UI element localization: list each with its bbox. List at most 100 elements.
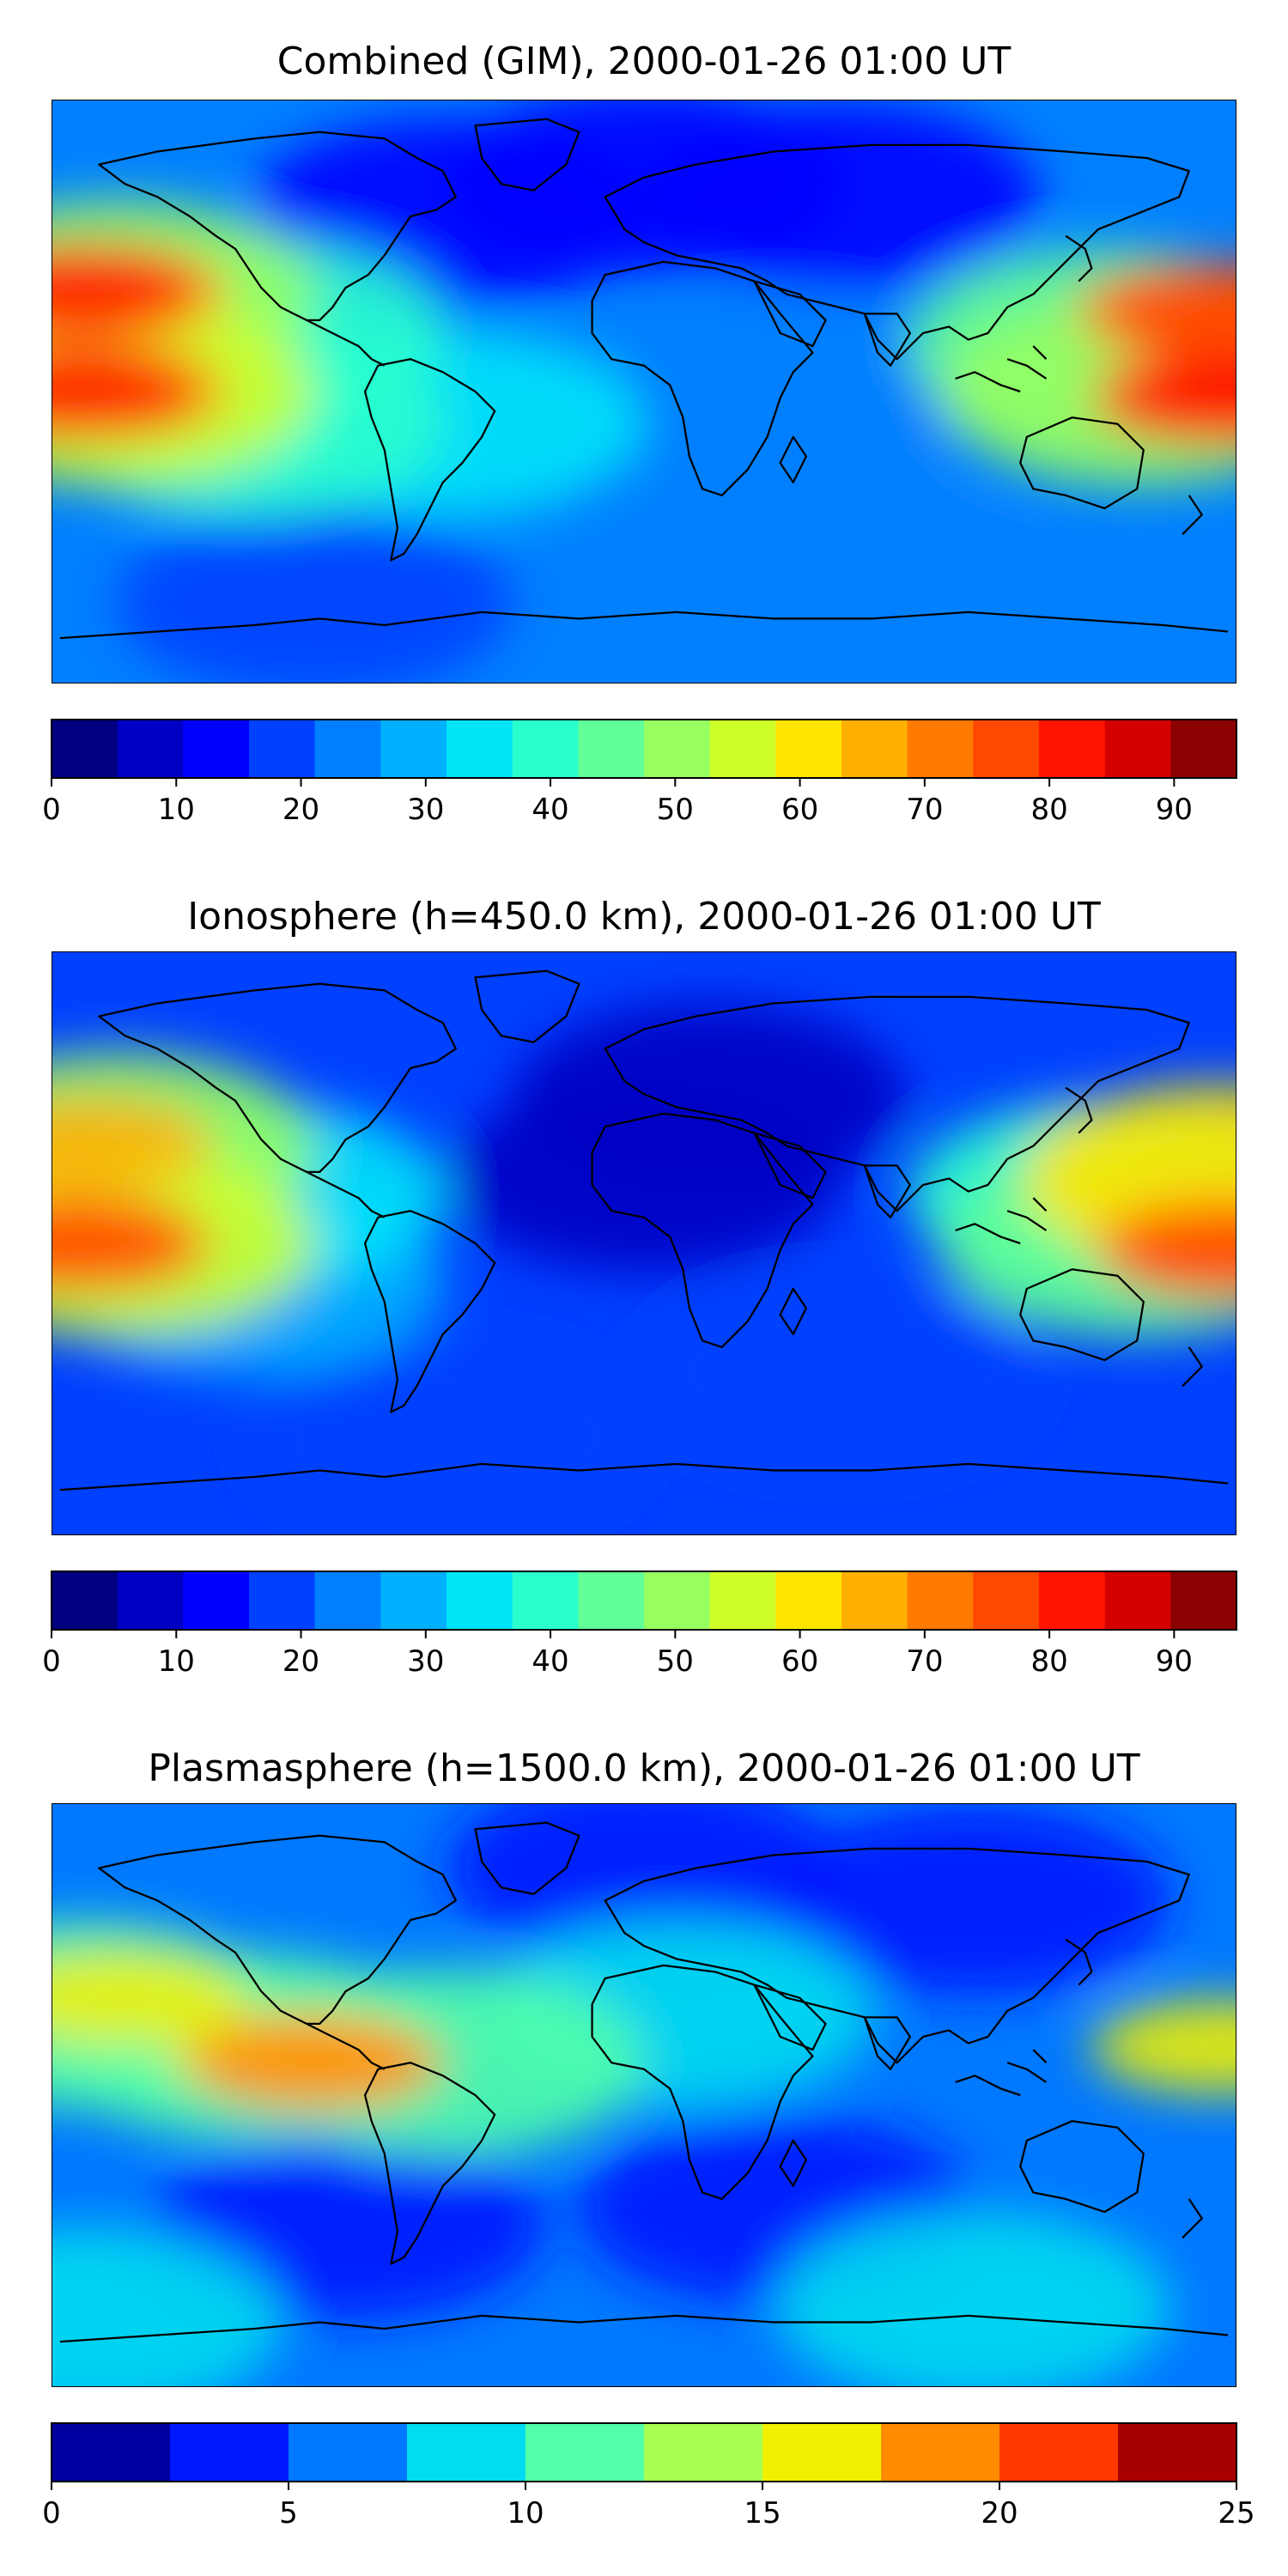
colorbar-tick-label: 25: [1218, 2496, 1255, 2530]
colorbar-tick-label: 40: [532, 1644, 568, 1679]
colorbar-segment: [1170, 720, 1237, 778]
colorbar-segment: [1039, 720, 1106, 778]
colorbar-segment: [117, 720, 184, 778]
field-blob: [249, 1343, 644, 1533]
colorbar-segment: [512, 720, 579, 778]
colorbar-tick-label: 50: [657, 793, 694, 827]
colorbar-tick-label: 10: [158, 793, 195, 827]
field-blob: [775, 2211, 1171, 2387]
colorbar-segment: [52, 2423, 171, 2482]
colorbar-segment: [183, 720, 250, 778]
panel-3-colorbar: 0 5 10 15 20 25: [42, 2422, 1255, 2530]
colorbar-segment: [907, 720, 974, 778]
colorbar-segment: [314, 720, 381, 778]
colorbar-segment: [999, 2423, 1119, 2482]
colorbar-segment: [775, 1571, 842, 1630]
colorbar-frame: [51, 2422, 1237, 2482]
panel-3-map: [52, 1803, 1236, 2387]
colorbar-segment: [775, 720, 842, 778]
colorbar-tick-label: 90: [1156, 1644, 1193, 1679]
colorbar-segment: [447, 720, 513, 778]
colorbar-segment: [1104, 720, 1171, 778]
colorbar-tick-label: 90: [1156, 793, 1193, 827]
colorbar-segment: [644, 720, 711, 778]
panel-2-map: [52, 951, 1236, 1535]
colorbar-segment: [907, 1571, 974, 1630]
colorbar-tick-label: 5: [279, 2496, 298, 2530]
panel-2-colorbar: 0 10 20 30 40 50 60 70 80 90: [42, 1571, 1237, 1679]
colorbar-tick-label: 0: [42, 2496, 61, 2530]
colorbar-segment: [117, 1571, 184, 1630]
panel-1-map: [52, 100, 1236, 683]
colorbar-tick-label: 15: [744, 2496, 781, 2530]
panel-1: Combined (GIM), 2000-01-26 01:00 UT 0 10 2…: [42, 39, 1237, 827]
colorbar-frame: [51, 1571, 1237, 1631]
colorbar-segment: [709, 720, 776, 778]
field-blob: [644, 1279, 1039, 1468]
colorbar-segment: [512, 1571, 579, 1630]
colorbar-tick-label: 80: [1030, 793, 1067, 827]
colorbar-frame: [51, 719, 1237, 779]
colorbar-segment: [289, 2423, 408, 2482]
panel-3-title: Plasmasphere (h=1500.0 km), 2000-01-26 0…: [148, 1747, 1139, 1790]
field-blob: [185, 2015, 444, 2111]
colorbar-segment: [644, 1571, 711, 1630]
colorbar-segment: [644, 2423, 763, 2482]
colorbar-segment: [1170, 1571, 1237, 1630]
field-blob: [644, 491, 1039, 681]
colorbar-segment: [52, 1571, 118, 1630]
field-blob: [1097, 263, 1236, 358]
colorbar-tick-label: 20: [283, 793, 319, 827]
colorbar-segment: [709, 1571, 776, 1630]
colorbar-tick-label: 20: [283, 1644, 319, 1679]
colorbar-tick-label: 80: [1030, 1644, 1067, 1679]
colorbar-segment: [578, 720, 645, 778]
field-blob: [775, 1806, 1171, 1996]
colorbar-tick-label: 0: [42, 793, 61, 827]
colorbar-tick-label: 60: [781, 1644, 818, 1679]
colorbar-segment: [881, 2423, 1000, 2482]
colorbar-segment: [526, 2423, 645, 2482]
colorbar-segment: [249, 1571, 316, 1630]
colorbar-segment: [249, 720, 316, 778]
colorbar-tick-label: 70: [906, 793, 943, 827]
field-blob: [1101, 350, 1236, 446]
colorbar-segment: [380, 1571, 447, 1630]
colorbar-segment: [170, 2423, 289, 2482]
colorbar-segment: [973, 720, 1040, 778]
colorbar-tick-label: 50: [657, 1644, 694, 1679]
colorbar-tick-label: 30: [407, 793, 444, 827]
panel-2: Ionosphere (h=450.0 km), 2000-01-26 01:0…: [42, 895, 1237, 1679]
field-blob: [52, 344, 207, 439]
panel-1-colorbar: 0 10 20 30 40 50 60 70 80 90: [42, 719, 1237, 827]
field-blob: [52, 1950, 246, 2045]
colorbar-segment: [314, 1571, 381, 1630]
field-blob: [1101, 1206, 1236, 1301]
field-blob: [52, 1196, 204, 1291]
panel-2-title: Ionosphere (h=450.0 km), 2000-01-26 01:0…: [187, 895, 1101, 939]
colorbar-segment: [578, 1571, 645, 1630]
field-blob: [447, 1803, 841, 1963]
colorbar-segment: [380, 720, 447, 778]
field-blob: [52, 1095, 214, 1190]
colorbar-tick-label: 0: [42, 1644, 61, 1679]
colorbar-segment: [1039, 1571, 1106, 1630]
panel-1-title: Combined (GIM), 2000-01-26 01:00 UT: [277, 39, 1012, 83]
colorbar-segment: [762, 2423, 882, 2482]
field-blob: [644, 102, 1039, 292]
colorbar-tick-label: 70: [906, 1644, 943, 1679]
colorbar-segment: [407, 2423, 526, 2482]
colorbar-tick-label: 10: [507, 2496, 544, 2530]
colorbar-segment: [973, 1571, 1040, 1630]
colorbar-tick-label: 10: [158, 1644, 195, 1679]
colorbar-tick-label: 40: [532, 793, 568, 827]
colorbar-tick-label: 60: [781, 793, 818, 827]
panel-3: Plasmasphere (h=1500.0 km), 2000-01-26 0…: [42, 1747, 1255, 2530]
panel-1-field: [52, 100, 1236, 683]
colorbar-segment: [1118, 2423, 1237, 2482]
colorbar-tick-label: 20: [981, 2496, 1018, 2530]
colorbar-segment: [447, 1571, 513, 1630]
colorbar-segment: [841, 1571, 908, 1630]
colorbar-segment: [1104, 1571, 1171, 1630]
